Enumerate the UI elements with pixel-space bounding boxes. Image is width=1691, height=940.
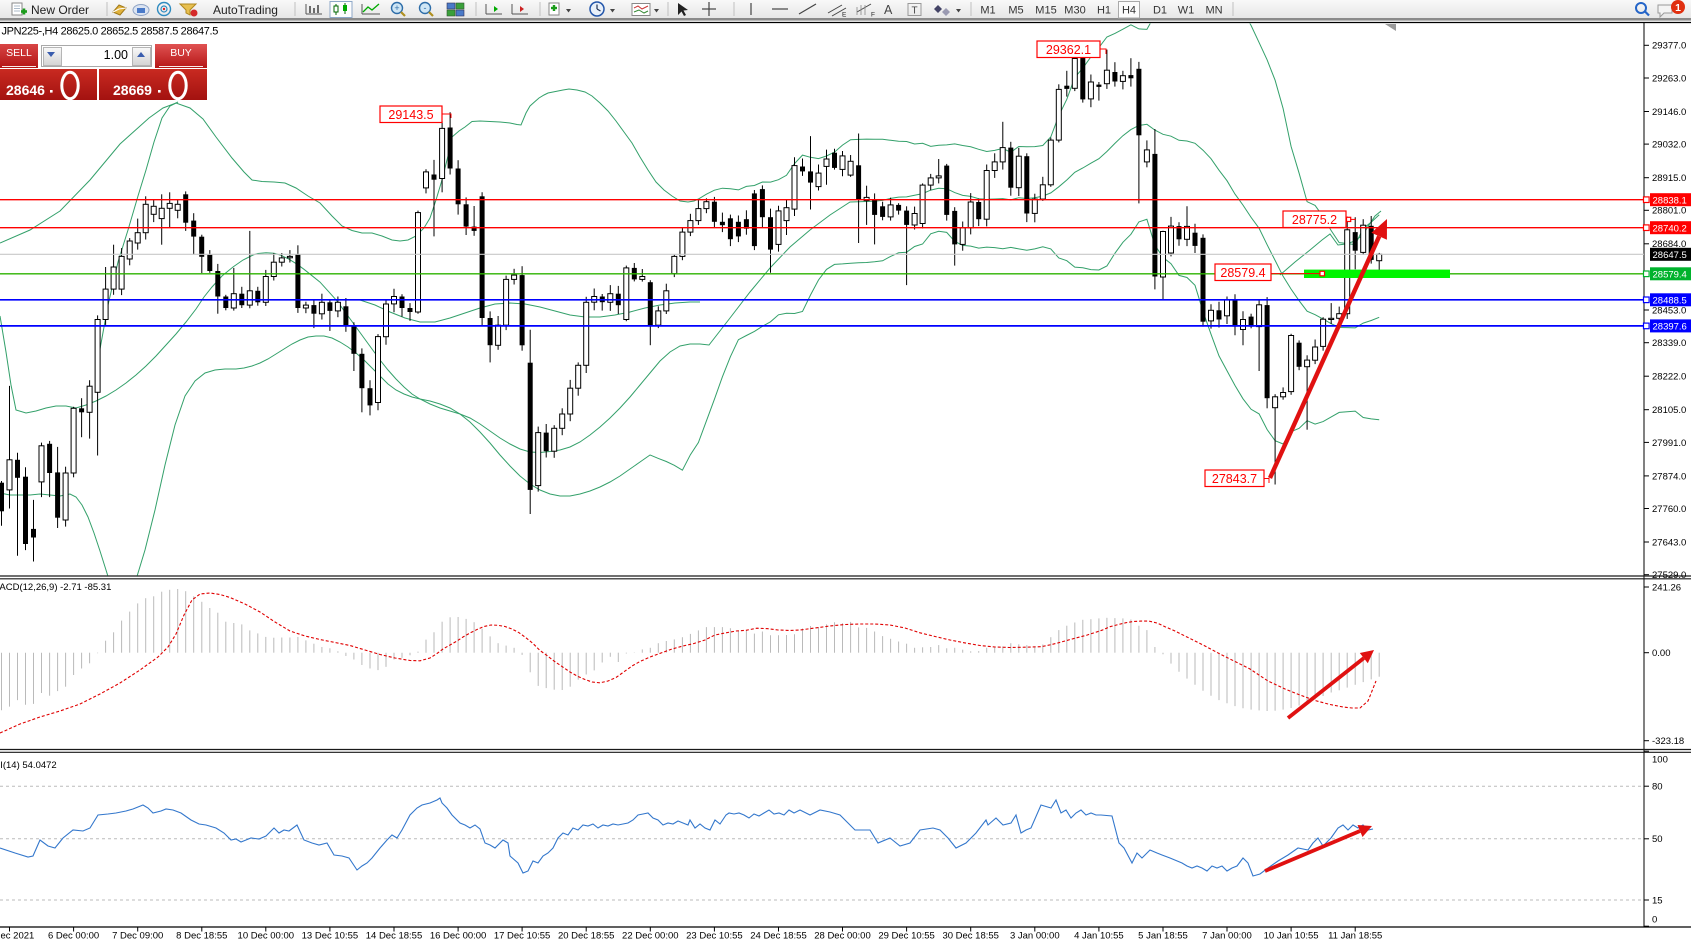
svg-text:F: F (871, 12, 875, 19)
svg-text:50: 50 (1652, 834, 1663, 845)
svg-text:27843.7: 27843.7 (1212, 472, 1257, 486)
svg-text:29032.0: 29032.0 (1652, 140, 1686, 151)
svg-text:15: 15 (1652, 895, 1663, 906)
svg-text:E: E (842, 12, 847, 19)
svg-text:28915.0: 28915.0 (1652, 173, 1686, 184)
svg-text:28222.0: 28222.0 (1652, 372, 1686, 383)
svg-text:29263.0: 29263.0 (1652, 73, 1686, 84)
svg-text:28740.2: 28740.2 (1653, 223, 1687, 234)
svg-text:H1: H1 (1097, 5, 1111, 17)
svg-text:+: + (394, 3, 399, 13)
svg-text:14 Dec 18:55: 14 Dec 18:55 (366, 931, 423, 940)
svg-text:M1: M1 (980, 5, 995, 17)
svg-text:T: T (911, 6, 917, 17)
svg-text:100: 100 (1652, 754, 1668, 765)
svg-text:29 Dec 10:55: 29 Dec 10:55 (878, 931, 935, 940)
svg-text:7 Jan 00:00: 7 Jan 00:00 (1202, 931, 1252, 940)
svg-text:3 Jan 00:00: 3 Jan 00:00 (1010, 931, 1060, 940)
svg-text:17 Dec 10:55: 17 Dec 10:55 (494, 931, 551, 940)
svg-text:MACD(12,26,9) -2.71 -85.31: MACD(12,26,9) -2.71 -85.31 (0, 582, 111, 593)
svg-text:28579.4: 28579.4 (1220, 266, 1265, 280)
svg-text:11 Jan 18:55: 11 Jan 18:55 (1328, 931, 1382, 940)
svg-text:W1: W1 (1178, 5, 1195, 17)
svg-text:28488.5: 28488.5 (1653, 295, 1687, 306)
svg-text:6 Dec 00:00: 6 Dec 00:00 (48, 931, 99, 940)
svg-text:30 Dec 18:55: 30 Dec 18:55 (942, 931, 999, 940)
svg-text:0: 0 (1652, 914, 1657, 925)
svg-text:-: - (424, 3, 427, 13)
svg-text:28339.0: 28339.0 (1652, 338, 1686, 349)
svg-text:D1: D1 (1153, 5, 1167, 17)
svg-text:28 Dec 00:00: 28 Dec 00:00 (814, 931, 871, 940)
svg-text:RSI(14) 54.0472: RSI(14) 54.0472 (0, 760, 57, 771)
svg-text:23 Dec 10:55: 23 Dec 10:55 (686, 931, 743, 940)
svg-text:AutoTrading: AutoTrading (213, 3, 278, 17)
svg-text:22 Dec 00:00: 22 Dec 00:00 (622, 931, 679, 940)
svg-text:10 Jan 10:55: 10 Jan 10:55 (1264, 931, 1319, 940)
svg-text:27991.0: 27991.0 (1652, 438, 1686, 449)
svg-text:80: 80 (1652, 782, 1663, 793)
svg-text:M30: M30 (1064, 5, 1085, 17)
svg-text:29377.0: 29377.0 (1652, 41, 1686, 52)
svg-text:27760.0: 27760.0 (1652, 504, 1686, 515)
svg-text:-323.18: -323.18 (1652, 736, 1684, 747)
svg-text:3 Dec 2021: 3 Dec 2021 (0, 931, 34, 940)
svg-text:10 Dec 00:00: 10 Dec 00:00 (238, 931, 295, 940)
svg-text:28647.5: 28647.5 (1653, 250, 1687, 261)
svg-text:29143.5: 29143.5 (388, 108, 433, 122)
svg-text:29362.1: 29362.1 (1046, 43, 1091, 57)
svg-text:A: A (884, 3, 893, 17)
svg-text:JPN225-,H4 28625.0 28652.5 28: JPN225-,H4 28625.0 28652.5 28587.5 28647… (2, 26, 219, 38)
svg-text:241.26: 241.26 (1652, 582, 1681, 593)
svg-text:4 Jan 10:55: 4 Jan 10:55 (1074, 931, 1124, 940)
svg-text:28838.1: 28838.1 (1653, 195, 1687, 206)
svg-text:16 Dec 00:00: 16 Dec 00:00 (430, 931, 487, 940)
svg-text:28684.0: 28684.0 (1652, 239, 1686, 250)
svg-text:20 Dec 18:55: 20 Dec 18:55 (558, 931, 615, 940)
svg-text:MN: MN (1205, 5, 1222, 17)
svg-text:New Order: New Order (31, 3, 89, 17)
svg-text:28453.0: 28453.0 (1652, 305, 1686, 316)
svg-text:H4: H4 (1122, 5, 1136, 17)
svg-text:13 Dec 10:55: 13 Dec 10:55 (302, 931, 359, 940)
svg-text:28801.0: 28801.0 (1652, 206, 1686, 217)
svg-text:8 Dec 18:55: 8 Dec 18:55 (176, 931, 227, 940)
svg-text:28579.4: 28579.4 (1653, 269, 1687, 280)
svg-text:27529.0: 27529.0 (1652, 570, 1686, 581)
svg-text:29146.0: 29146.0 (1652, 107, 1686, 118)
svg-text:7 Dec 09:00: 7 Dec 09:00 (112, 931, 163, 940)
svg-text:5 Jan 18:55: 5 Jan 18:55 (1138, 931, 1188, 940)
svg-text:27643.0: 27643.0 (1652, 537, 1686, 548)
svg-text:28397.6: 28397.6 (1653, 322, 1687, 333)
svg-text:27874.0: 27874.0 (1652, 471, 1686, 482)
svg-text:28105.0: 28105.0 (1652, 405, 1686, 416)
svg-text:1: 1 (1675, 2, 1681, 14)
svg-text:28775.2: 28775.2 (1292, 213, 1337, 227)
svg-text:24 Dec 18:55: 24 Dec 18:55 (750, 931, 807, 940)
svg-text:0.00: 0.00 (1652, 648, 1671, 659)
svg-text:M5: M5 (1008, 5, 1023, 17)
svg-text:M15: M15 (1035, 5, 1056, 17)
